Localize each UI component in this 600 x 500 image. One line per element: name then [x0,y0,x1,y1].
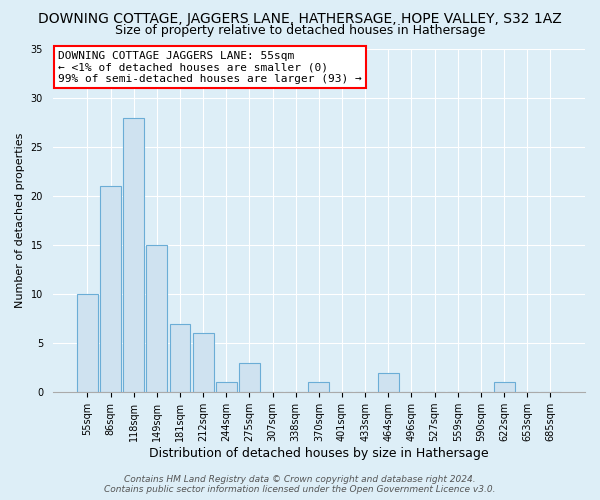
Text: DOWNING COTTAGE, JAGGERS LANE, HATHERSAGE, HOPE VALLEY, S32 1AZ: DOWNING COTTAGE, JAGGERS LANE, HATHERSAG… [38,12,562,26]
Text: DOWNING COTTAGE JAGGERS LANE: 55sqm
← <1% of detached houses are smaller (0)
99%: DOWNING COTTAGE JAGGERS LANE: 55sqm ← <1… [58,50,362,84]
Bar [146,245,167,392]
X-axis label: Distribution of detached houses by size in Hathersage: Distribution of detached houses by size … [149,447,489,460]
Bar [123,118,144,392]
Bar [239,363,260,392]
Y-axis label: Number of detached properties: Number of detached properties [15,133,25,308]
Bar [216,382,237,392]
Bar [100,186,121,392]
Bar [308,382,329,392]
Bar [77,294,98,392]
Bar [378,372,399,392]
Text: Size of property relative to detached houses in Hathersage: Size of property relative to detached ho… [115,24,485,37]
Bar [193,334,214,392]
Bar [494,382,515,392]
Text: Contains HM Land Registry data © Crown copyright and database right 2024.
Contai: Contains HM Land Registry data © Crown c… [104,474,496,494]
Bar [170,324,190,392]
